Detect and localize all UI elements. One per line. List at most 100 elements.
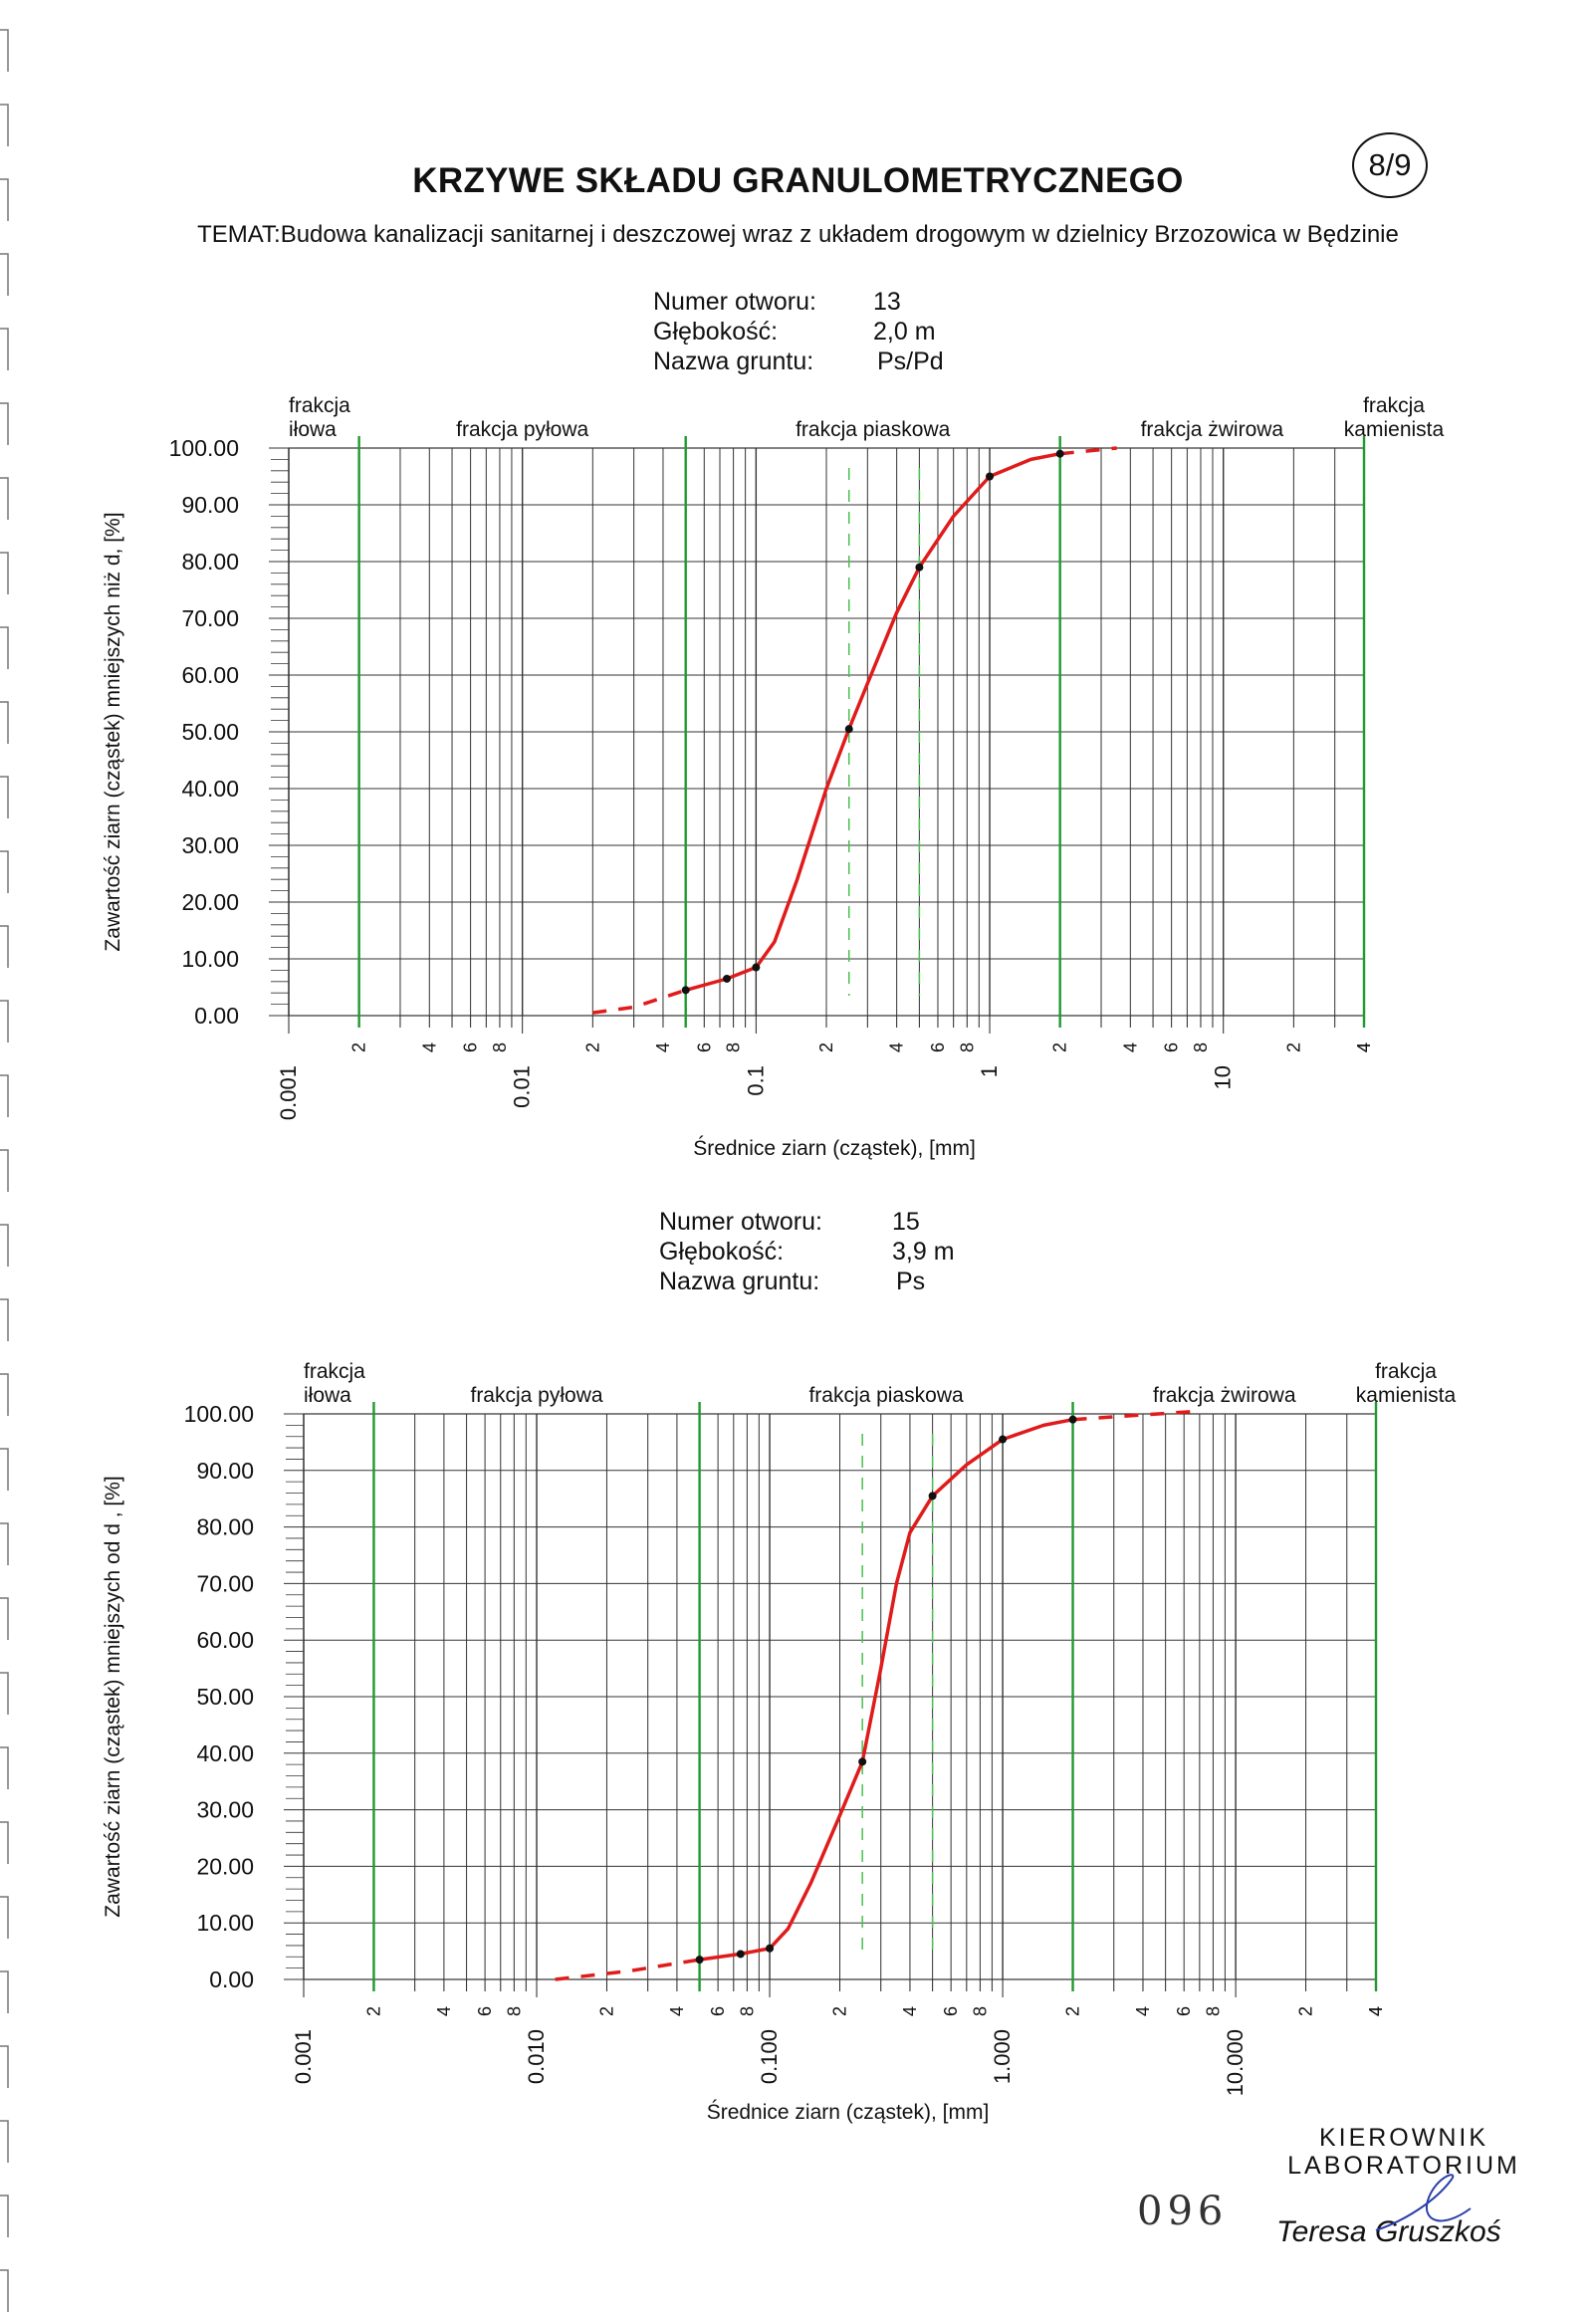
- x-minor-tick-label: 2: [830, 2006, 850, 2016]
- x-minor-tick-label: 6: [928, 1042, 948, 1052]
- soil-label: Nazwa gruntu:: [653, 347, 814, 375]
- grading-curve: [699, 1417, 1073, 1962]
- x-minor-tick-label: 6: [475, 2006, 495, 2016]
- fraction-label: frakcja pyłowa: [456, 418, 588, 441]
- x-minor-tick-label: 8: [1203, 2006, 1223, 2016]
- x-axis-title: Średnice ziarn (cząstek), [mm]: [707, 2100, 990, 2124]
- x-minor-tick-label: 8: [737, 2006, 757, 2016]
- x-minor-tick-label: 4: [900, 2006, 920, 2016]
- y-tick-label: 40.00: [196, 1740, 254, 1766]
- binder-hole-mark: [0, 1298, 9, 1341]
- topic-line: TEMAT:Budowa kanalizacji sanitarnej i de…: [197, 221, 1399, 248]
- binder-hole-mark: [0, 1746, 9, 1789]
- y-tick-label: 80.00: [181, 549, 239, 575]
- binder-hole-mark: [0, 1074, 9, 1117]
- y-tick-label: 50.00: [196, 1684, 254, 1710]
- x-minor-tick-label: 4: [1120, 1042, 1140, 1052]
- x-minor-tick-label: 4: [1354, 1042, 1374, 1052]
- x-minor-tick-label: 4: [887, 1042, 907, 1052]
- signatory-name: Teresa Gruszkoś: [1276, 2215, 1501, 2248]
- binder-hole-mark: [0, 776, 9, 818]
- x-minor-tick-label: 4: [667, 2006, 687, 2016]
- x-major-tick-label: 1: [977, 1065, 1002, 1077]
- fraction-label: frakcja: [289, 394, 350, 417]
- fraction-label: iłowa: [304, 1384, 351, 1407]
- y-tick-label: 80.00: [196, 1514, 254, 1540]
- grain-size-chart-1: 2 4 6 8 2 4 6 8 2 4 6 8 2 4 6 8 2 40.001 0.01 0.1 1 1040.0010…: [102, 394, 1445, 1160]
- sample-info-2: Numer otworu: 15 Głębokość: 3,9 m Nazwa gr…: [659, 1207, 955, 1296]
- depth-label: Głębokość:: [659, 1238, 785, 1266]
- binder-hole-mark: [0, 1672, 9, 1715]
- grain-size-chart-2: 2 4 6 8 2 4 6 8 2 4 6 8 2 4 6 8 2 40.001 0.010 0.100 1.000 10…: [102, 1360, 1457, 2124]
- binder-hole-mark: [0, 925, 9, 968]
- binder-hole-mark: [0, 477, 9, 520]
- signature-scribble: [1375, 2174, 1472, 2231]
- measured-point: [736, 1950, 745, 1959]
- binder-hole-mark: [0, 552, 9, 594]
- binder-hole-mark: [0, 402, 9, 445]
- extrapolated-curve-high: [1072, 1409, 1201, 1422]
- borehole-value: 13: [873, 288, 901, 316]
- depth-value: 3,9 m: [892, 1238, 955, 1266]
- y-tick-label: 20.00: [196, 1853, 254, 1879]
- x-minor-tick-label: 4: [1133, 2006, 1153, 2016]
- binder-hole-mark: [0, 1597, 9, 1640]
- fraction-label: kamienista: [1344, 418, 1445, 441]
- binder-hole-mark: [0, 253, 9, 296]
- y-tick-label: 60.00: [181, 662, 239, 688]
- binder-hole-mark: [0, 1448, 9, 1491]
- y-axis-title: Zawartość ziarn (cząstek) mniejszych niż…: [102, 512, 124, 951]
- measured-point: [695, 1956, 704, 1965]
- measured-point: [752, 963, 761, 972]
- binder-hole-mark: [0, 1000, 9, 1042]
- y-tick-label: 10.00: [196, 1910, 254, 1936]
- measured-point: [858, 1757, 867, 1766]
- lab-manager-stamp: KIEROWNIK LABORATORIUM: [1264, 2124, 1543, 2180]
- y-tick-label: 100.00: [184, 1401, 254, 1427]
- fraction-label: frakcja: [1375, 1360, 1437, 1383]
- binder-hole-mark: [0, 1373, 9, 1416]
- fraction-label: kamienista: [1356, 1384, 1457, 1407]
- y-tick-label: 0.00: [194, 1003, 239, 1029]
- reference-number: 096: [1137, 2189, 1229, 2234]
- soil-label: Nazwa gruntu:: [659, 1268, 820, 1295]
- y-axis-title: Zawartość ziarn (cząstek) mniejszych od …: [102, 1476, 124, 1917]
- x-minor-tick-label: 4: [1354, 1042, 1374, 1052]
- x-minor-tick-label: 8: [490, 1042, 510, 1052]
- y-tick-label: 90.00: [181, 492, 239, 518]
- borehole-label: Numer otworu:: [653, 288, 816, 316]
- x-major-tick-label: 0.100: [757, 2029, 782, 2084]
- binder-hole-mark: [0, 104, 9, 146]
- extrapolated-curve-low: [555, 1958, 700, 1981]
- borehole-value: 15: [892, 1208, 920, 1236]
- x-minor-tick-label: 8: [724, 1042, 744, 1052]
- measured-point: [915, 563, 924, 572]
- y-tick-label: 20.00: [181, 889, 239, 915]
- borehole-label: Numer otworu:: [659, 1208, 822, 1236]
- x-minor-tick-label: 6: [461, 1042, 481, 1052]
- x-minor-tick-label: 6: [694, 1042, 714, 1052]
- x-minor-tick-label: 2: [363, 2006, 383, 2016]
- measured-point: [928, 1492, 937, 1501]
- depth-value: 2,0 m: [873, 318, 936, 346]
- y-tick-label: 60.00: [196, 1627, 254, 1653]
- y-tick-label: 70.00: [181, 605, 239, 631]
- measured-point: [723, 974, 732, 983]
- x-minor-tick-label: 2: [1283, 1042, 1303, 1052]
- measured-point: [681, 986, 690, 995]
- x-major-tick-label: 0.010: [524, 2029, 549, 2084]
- measured-point: [766, 1944, 775, 1953]
- binder-hole-mark: [0, 2045, 9, 2088]
- y-tick-label: 40.00: [181, 776, 239, 802]
- fraction-label: frakcja piaskowa: [808, 1384, 964, 1407]
- x-minor-tick-label: 2: [349, 1042, 369, 1052]
- binder-hole-mark: [0, 29, 9, 72]
- x-minor-tick-label: 4: [1366, 2006, 1386, 2016]
- binder-hole-mark: [0, 701, 9, 744]
- x-major-tick-label: 0.1: [743, 1065, 768, 1096]
- binder-hole-mark: [0, 2120, 9, 2163]
- x-minor-tick-label: 6: [941, 2006, 961, 2016]
- soil-value: Ps: [896, 1268, 926, 1295]
- y-tick-label: 30.00: [196, 1797, 254, 1823]
- binder-hole-mark: [0, 850, 9, 893]
